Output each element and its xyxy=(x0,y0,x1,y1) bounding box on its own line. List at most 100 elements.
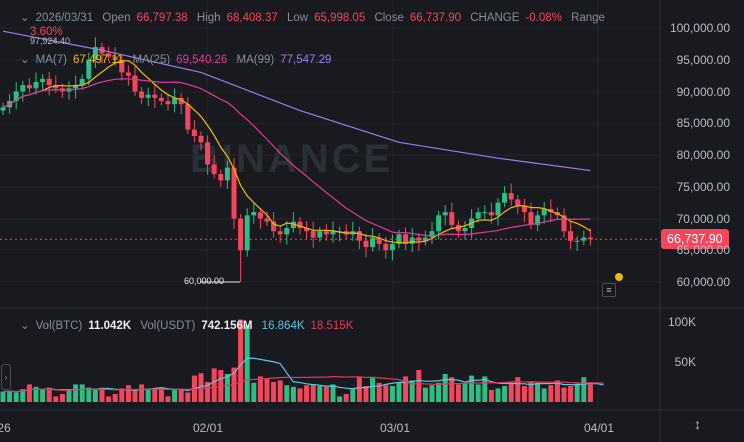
volume-bar xyxy=(488,390,494,402)
candle-body xyxy=(211,164,217,175)
candle-body xyxy=(574,240,580,242)
auto-fit-icon[interactable]: ↕ xyxy=(694,416,701,432)
candle-body xyxy=(172,97,178,105)
volume-bar xyxy=(158,388,164,402)
candle-body xyxy=(139,91,145,98)
volume-bar xyxy=(383,385,389,402)
volume-bar xyxy=(251,382,257,402)
candle-body xyxy=(145,94,151,98)
candle-body xyxy=(548,208,554,213)
candle-body xyxy=(317,231,323,238)
candle-body xyxy=(231,167,237,219)
candle-body xyxy=(198,135,204,143)
candle-body xyxy=(132,75,138,92)
volume-bar xyxy=(185,392,191,402)
volume-bar xyxy=(99,389,105,402)
volume-bar xyxy=(112,394,118,402)
candle-body xyxy=(53,85,59,89)
chevron-down-icon[interactable]: ⌄ xyxy=(20,320,30,332)
volume-bar xyxy=(495,388,501,402)
candle-body xyxy=(257,212,263,219)
volume-bar xyxy=(46,387,52,402)
candle-body xyxy=(224,167,230,181)
volume-bar xyxy=(482,376,488,402)
candle-body xyxy=(40,78,46,82)
volume-bar xyxy=(20,389,26,402)
volume-bar xyxy=(502,386,508,402)
volume-bar xyxy=(462,383,468,402)
candle-body xyxy=(46,78,52,86)
volume-bar xyxy=(587,384,593,402)
candle-body xyxy=(495,202,501,216)
volume-bar xyxy=(40,390,46,402)
volume-bar xyxy=(568,386,574,402)
volume-bar xyxy=(271,382,277,402)
candle-body xyxy=(152,94,158,98)
candle-body xyxy=(112,56,118,60)
volume-bar xyxy=(284,385,290,402)
candle-body xyxy=(191,129,197,136)
volume-bar xyxy=(436,382,442,402)
expand-panel-button[interactable]: › xyxy=(1,364,11,390)
vol-tick-label: 100K xyxy=(667,315,696,329)
volume-bar xyxy=(363,386,369,402)
candle-body xyxy=(482,212,488,214)
candle-body xyxy=(271,221,277,232)
y-tick-label: 60,000.00 xyxy=(676,275,730,289)
volume-bar xyxy=(264,378,270,402)
last-price-tag: 66,737.90 xyxy=(661,229,729,249)
volume-bar xyxy=(508,382,514,402)
volume-bar xyxy=(257,376,263,402)
volume-bar xyxy=(350,389,356,402)
volume-bar xyxy=(469,375,475,402)
volume-bar xyxy=(515,377,521,402)
candle-body xyxy=(535,215,541,225)
volume-bar xyxy=(323,386,329,402)
volume-bar xyxy=(172,389,178,402)
volume-bar xyxy=(145,388,151,402)
chevron-down-icon[interactable]: ⌄ xyxy=(20,12,30,24)
candle-body xyxy=(73,85,79,89)
note-icon[interactable]: ≡ xyxy=(602,283,616,297)
volume-bar xyxy=(356,376,362,402)
x-tick-label: 04/01 xyxy=(584,421,615,435)
ma7-line xyxy=(2,60,591,244)
y-tick-label: 85,000.00 xyxy=(676,116,730,131)
y-tick-label: 95,000.00 xyxy=(676,52,730,67)
event-dot-icon[interactable] xyxy=(615,273,623,281)
candle-body xyxy=(515,199,521,206)
candle-body xyxy=(521,205,527,213)
volume-bar xyxy=(277,380,283,402)
candle-body xyxy=(251,212,257,216)
y-tick-label: 100,000.00 xyxy=(669,21,730,35)
candle-body xyxy=(389,243,395,251)
volume-bar xyxy=(139,384,145,402)
candle-body xyxy=(106,53,112,57)
volume-bar xyxy=(165,396,171,402)
candle-body xyxy=(284,228,290,235)
candle-body xyxy=(462,228,468,232)
volume-bar xyxy=(73,384,79,402)
candle-body xyxy=(92,47,98,60)
volume-bar xyxy=(297,388,303,402)
ohlc-legend: ⌄ 2026/03/31 Open 66,797.38 High 68,408.37 … xyxy=(20,12,605,24)
candle-body xyxy=(356,231,362,241)
volume-bar xyxy=(0,391,6,402)
candle-body xyxy=(528,212,534,225)
vol-ma1-line xyxy=(2,357,604,393)
candle-body xyxy=(20,85,26,92)
volume-bar xyxy=(581,377,587,402)
volume-bar xyxy=(429,385,435,402)
volume-bar xyxy=(152,389,158,402)
vol-tick-label: 50K xyxy=(674,355,696,369)
chevron-down-icon[interactable]: ⌄ xyxy=(20,54,30,66)
volume-bar xyxy=(106,396,112,402)
candle-body xyxy=(185,104,191,130)
candle-body xyxy=(218,174,224,181)
candle-body xyxy=(376,237,382,244)
candle-body xyxy=(310,231,316,238)
volume-bar xyxy=(370,377,376,402)
volume-bar xyxy=(475,384,481,402)
